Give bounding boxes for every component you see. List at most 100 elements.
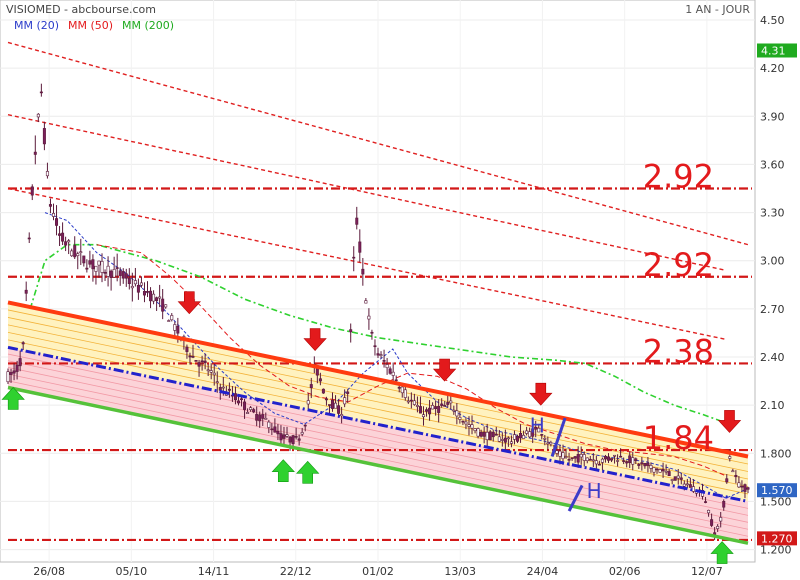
- candle-body: [315, 367, 319, 376]
- candle-body: [321, 388, 325, 394]
- candle-body: [470, 424, 474, 429]
- candle-body: [45, 171, 49, 177]
- candle-body: [127, 277, 131, 284]
- candle-body: [613, 454, 617, 457]
- upper-band-line: [7, 309, 749, 465]
- candle-body: [36, 113, 40, 118]
- y-tick-label: 3.00: [760, 255, 785, 268]
- candle-body: [364, 300, 368, 304]
- candle-body: [194, 360, 198, 362]
- candle-body: [710, 519, 714, 526]
- candle-body: [164, 304, 168, 308]
- candle-body: [233, 393, 237, 401]
- candle-body: [173, 324, 177, 331]
- candle-body: [600, 458, 604, 463]
- candle-body: [382, 360, 386, 362]
- candle-body: [55, 218, 59, 226]
- candle-body: [136, 285, 140, 293]
- candle-body: [197, 362, 201, 367]
- candle-body: [622, 460, 626, 462]
- candle-body: [728, 456, 732, 459]
- candle-body: [51, 213, 55, 217]
- buy-signal-arrow: [296, 460, 320, 484]
- candle-body: [373, 345, 377, 348]
- candle-body: [522, 434, 526, 439]
- candle-body: [91, 259, 95, 270]
- candle-body: [324, 398, 328, 401]
- legend-ma200: MM (200): [122, 19, 174, 32]
- candle-body: [212, 372, 216, 376]
- candle-body: [203, 360, 207, 364]
- candle-body: [27, 237, 31, 240]
- candle-body: [421, 414, 425, 418]
- candle-body: [243, 401, 247, 410]
- candle-body: [491, 431, 495, 438]
- upper-band-line: [7, 317, 749, 472]
- y-tick-label: 2.10: [760, 399, 785, 412]
- candle-body: [209, 370, 213, 373]
- candle-body: [361, 268, 365, 275]
- candle-body: [236, 400, 240, 404]
- candle-body: [176, 325, 180, 334]
- candle-body: [300, 432, 304, 435]
- candle-body: [467, 424, 471, 427]
- candle-body: [691, 486, 695, 492]
- candle-body: [73, 245, 77, 258]
- y-tick-label: 4.20: [760, 62, 785, 75]
- candle-body: [288, 436, 292, 443]
- candle-body: [685, 483, 689, 486]
- sell-signal-arrow: [432, 358, 457, 382]
- candle-body: [588, 458, 592, 461]
- x-tick-label: 01/02: [362, 565, 394, 578]
- candle-body: [682, 483, 686, 487]
- candle-body: [716, 526, 720, 529]
- candle-body: [118, 270, 122, 276]
- chart-period: 1 AN - JOUR: [685, 3, 750, 16]
- candle-body: [370, 331, 374, 334]
- candle-body: [476, 428, 480, 437]
- candle-body: [437, 405, 441, 413]
- candle-body: [415, 405, 419, 407]
- candle-body: [528, 431, 532, 438]
- candle-body: [109, 270, 113, 278]
- candle-body: [561, 452, 565, 460]
- candle-body: [18, 358, 22, 367]
- x-tick-label: 13/03: [444, 565, 476, 578]
- lower-band-line: [7, 360, 749, 516]
- candle-body: [170, 315, 174, 321]
- level-label: 2.92: [643, 158, 714, 196]
- candle-body: [261, 414, 265, 419]
- candle-body: [276, 430, 280, 435]
- candle-body: [279, 433, 283, 441]
- candle-body: [142, 291, 146, 296]
- candle-body: [670, 479, 674, 481]
- candle-body: [567, 458, 571, 461]
- candle-body: [15, 364, 19, 372]
- candle-body: [21, 342, 25, 345]
- candle-body: [252, 409, 256, 413]
- candle-body: [400, 386, 404, 394]
- dashed-trend-line: [7, 41, 749, 246]
- price-badge-label: 4.31: [761, 44, 786, 57]
- candle-body: [597, 463, 601, 466]
- candle-body: [218, 387, 222, 391]
- candle-body: [97, 260, 101, 266]
- pattern-slash: [550, 417, 567, 457]
- candle-body: [185, 346, 189, 352]
- candle-body: [33, 151, 37, 155]
- candle-body: [679, 477, 683, 480]
- candle-body: [121, 271, 125, 279]
- sell-signal-arrow: [717, 410, 742, 433]
- upper-band-line: [7, 339, 749, 495]
- sell-signal-arrow: [303, 328, 327, 352]
- candle-body: [740, 485, 744, 488]
- candle-body: [355, 217, 359, 225]
- candle-body: [652, 467, 656, 473]
- candle-body: [655, 468, 659, 471]
- candle-body: [103, 272, 107, 274]
- dashed-trend-line: [7, 113, 726, 272]
- candle-body: [634, 458, 638, 462]
- candle-body: [394, 379, 398, 382]
- candle-body: [704, 501, 708, 503]
- dashed-trend-line: [7, 187, 726, 341]
